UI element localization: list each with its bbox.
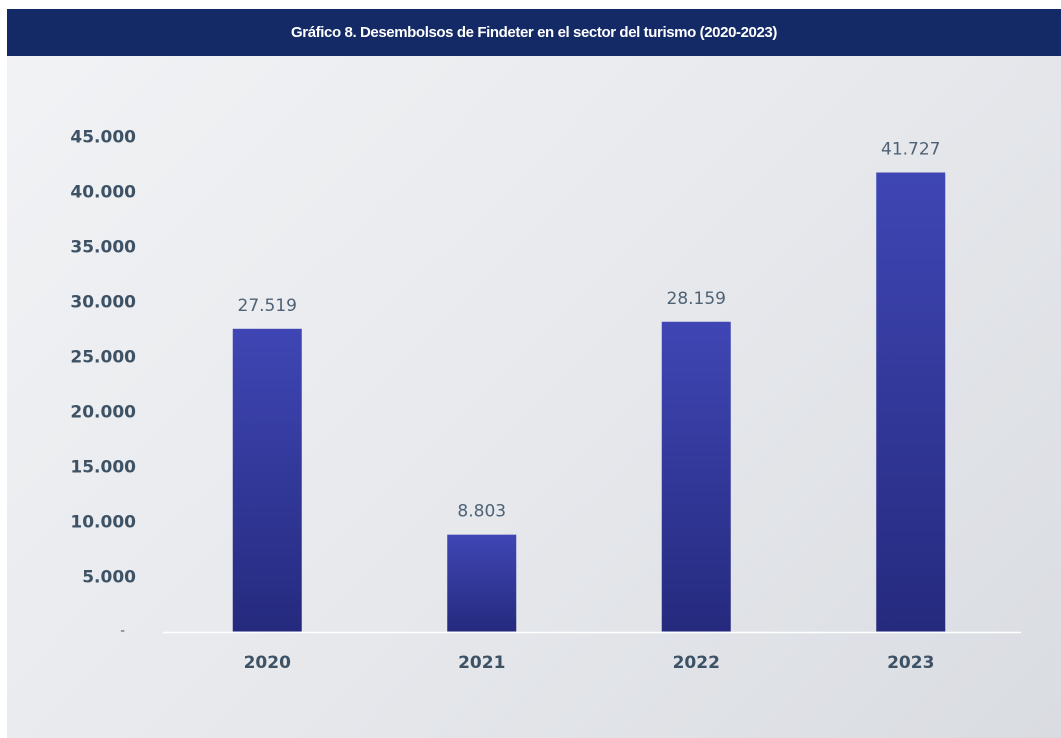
chart-panel: Gráfico 8. Desembolsos de Findeter en el… xyxy=(7,9,1061,738)
y-tick-label: 30.000 xyxy=(70,293,136,313)
y-tick-label: 25.000 xyxy=(70,348,136,368)
y-axis: - 5.000 10.000 15.000 20.000 25.000 30.000 35.0… xyxy=(70,128,136,639)
bar-2020 xyxy=(232,328,302,632)
x-axis: 2020 2021 2022 2023 xyxy=(163,631,1021,673)
x-tick-label-2020: 2020 xyxy=(244,653,291,673)
chart-title: Gráfico 8. Desembolsos de Findeter en el… xyxy=(291,24,777,41)
data-label-2020: 27.519 xyxy=(238,296,297,316)
bars: 27.519 8.803 28.159 41.727 xyxy=(232,140,946,632)
data-label-2022: 28.159 xyxy=(667,289,726,309)
chart-title-bar: Gráfico 8. Desembolsos de Findeter en el… xyxy=(7,9,1061,56)
y-tick-label: 5.000 xyxy=(82,568,136,588)
y-tick-label: 20.000 xyxy=(70,403,136,423)
data-label-2021: 8.803 xyxy=(457,502,506,522)
x-tick-label-2021: 2021 xyxy=(458,653,505,673)
y-tick-label: 15.000 xyxy=(70,458,136,478)
x-tick-label-2023: 2023 xyxy=(887,653,934,673)
data-label-2023: 41.727 xyxy=(881,140,940,160)
y-tick-label: 35.000 xyxy=(70,238,136,258)
y-tick-label: 10.000 xyxy=(70,513,136,533)
y-tick-label: - xyxy=(120,624,125,639)
y-tick-label: 40.000 xyxy=(70,183,136,203)
y-tick-label: 45.000 xyxy=(70,128,136,148)
bar-2022 xyxy=(661,321,731,632)
x-tick-label-2022: 2022 xyxy=(673,653,720,673)
bar-2023 xyxy=(876,172,946,632)
bar-chart: - 5.000 10.000 15.000 20.000 25.000 30.000 35.0… xyxy=(70,128,1021,673)
bar-2021 xyxy=(447,534,517,632)
